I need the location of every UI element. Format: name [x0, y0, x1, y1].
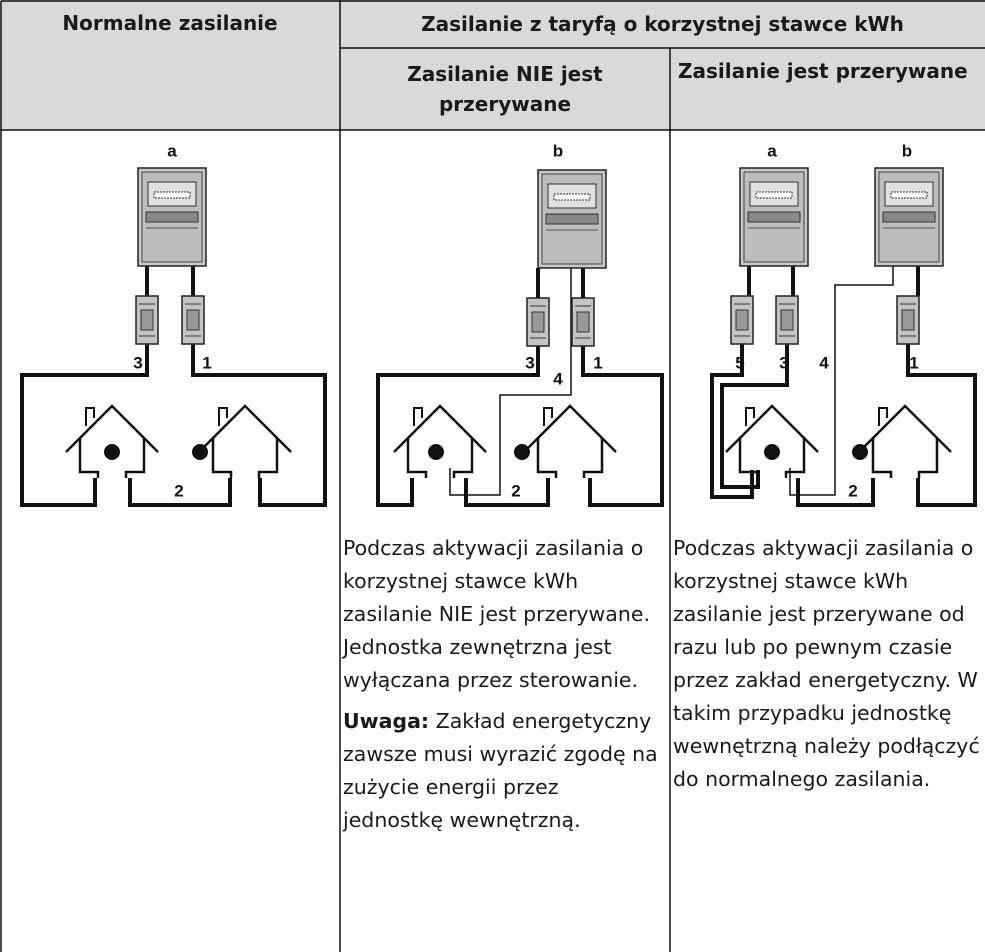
bold-label: Uwaga:: [343, 709, 430, 733]
diagram-label: a: [767, 141, 777, 160]
header-cell: Zasilanie z taryfą o korzystnej stawce k…: [340, 0, 985, 48]
paragraph: Podczas aktywacji zasilania o korzystnej…: [673, 532, 985, 796]
paragraph-text: Zakład energetyczny zawsze musi wyrazić …: [343, 709, 658, 832]
diagram-label: 1: [202, 353, 211, 372]
diagram: a b 5 3 4 1 2: [710, 141, 977, 507]
diagram-label: b: [553, 141, 563, 160]
diagram-label: 2: [848, 481, 857, 500]
diagram-label: 1: [593, 353, 602, 372]
paragraph: Podczas aktywacji zasilania o korzystnej…: [343, 532, 665, 697]
diagram-label: 4: [553, 369, 563, 388]
diagram-label: 5: [735, 353, 744, 372]
header-cell: Normalne zasilanie: [0, 0, 340, 130]
diagram-label: 4: [819, 353, 829, 372]
diagram-label: 3: [779, 353, 788, 372]
header-cell: Zasilanie jest przerywane: [670, 48, 985, 130]
diagram-label: 2: [174, 481, 183, 500]
diagram-label: a: [167, 141, 177, 160]
description: Podczas aktywacji zasilania o korzystnej…: [343, 532, 665, 845]
header-cell: Zasilanie NIE jest przerywane: [340, 48, 670, 130]
description: Podczas aktywacji zasilania o korzystnej…: [673, 532, 985, 804]
diagram: a 3 1 2: [20, 141, 327, 507]
paragraph-text: Podczas aktywacji zasilania o korzystnej…: [343, 536, 650, 692]
diagram-label: 3: [525, 353, 534, 372]
diagram-label: b: [902, 141, 912, 160]
paragraph: Uwaga: Zakład energetyczny zawsze musi w…: [343, 705, 665, 837]
diagram: b 3 1 4 2: [376, 141, 664, 507]
paragraph-text: Podczas aktywacji zasilania o korzystnej…: [673, 536, 980, 791]
diagram-label: 2: [511, 481, 520, 500]
diagram-label: 3: [133, 353, 142, 372]
diagram-label: 1: [909, 353, 918, 372]
